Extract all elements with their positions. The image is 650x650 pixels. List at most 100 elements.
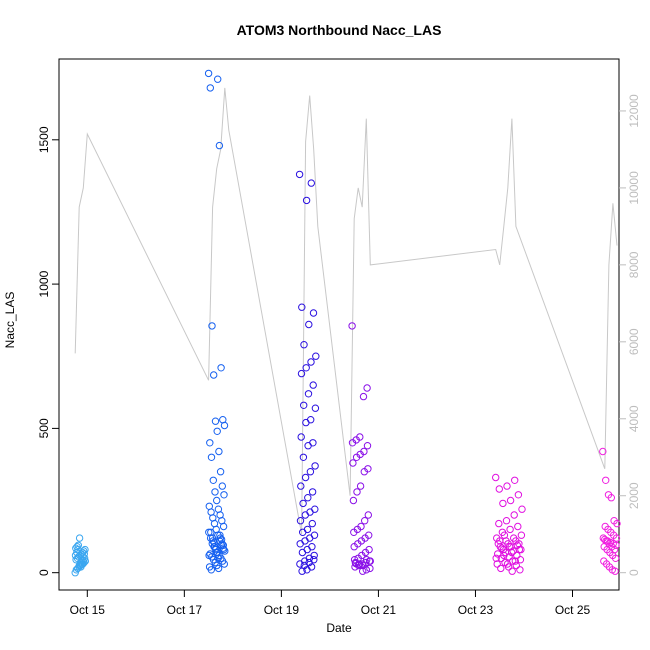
data-point (305, 320, 313, 329)
data-point (307, 416, 315, 424)
data-point (306, 468, 315, 476)
data-point (348, 322, 356, 330)
data-point (517, 531, 526, 539)
data-point (213, 496, 221, 505)
points-layer (71, 69, 621, 577)
data-point (214, 564, 223, 573)
data-point (511, 476, 519, 484)
data-point (613, 519, 621, 528)
data-point (311, 505, 319, 513)
data-point (215, 447, 223, 456)
data-point (508, 567, 516, 575)
data-point (363, 384, 371, 392)
data-point (304, 442, 312, 450)
data-point (506, 496, 515, 505)
data-point (360, 468, 368, 476)
y-right-tick-label: 2000 (627, 482, 641, 509)
data-point (311, 404, 320, 412)
data-point (206, 84, 215, 92)
y-axis-left: 0 500 1000 1500 (37, 126, 59, 576)
data-point (219, 541, 228, 549)
data-point (516, 556, 525, 564)
data-point (208, 322, 216, 330)
data-point (211, 417, 220, 425)
data-point (512, 561, 520, 570)
y-tick-label: 1500 (37, 126, 51, 153)
data-point (492, 554, 500, 562)
data-point (493, 560, 501, 568)
data-point (492, 473, 500, 482)
data-point (296, 540, 304, 548)
data-point (361, 517, 369, 525)
data-point (297, 482, 305, 490)
data-point (366, 564, 374, 573)
data-point (299, 499, 307, 508)
data-point (352, 453, 361, 461)
data-point (602, 476, 610, 484)
data-point (301, 511, 309, 519)
data-point (220, 560, 229, 568)
data-point (301, 537, 309, 545)
y-axis-label: Nacc_LAS (3, 292, 17, 349)
chart-title: ATOM3 Northbound Nacc_LAS (237, 22, 442, 38)
data-point (348, 439, 357, 447)
data-point (500, 551, 508, 560)
data-point (352, 559, 360, 568)
x-axis-label: Date (326, 621, 352, 635)
data-point (611, 554, 620, 562)
data-point (599, 447, 607, 456)
data-point (507, 543, 515, 551)
data-point (73, 543, 81, 551)
data-point (498, 544, 506, 552)
data-point (499, 545, 508, 554)
data-point (612, 534, 621, 542)
data-point (302, 418, 310, 427)
data-point (205, 551, 213, 560)
y-axis-right: 0 2000 4000 6000 8000 10000 12000 (619, 94, 641, 576)
data-point (497, 564, 505, 573)
data-point (349, 459, 357, 467)
data-point (298, 548, 307, 557)
data-point (211, 488, 219, 496)
data-point (496, 537, 504, 545)
data-point (297, 433, 305, 441)
data-point (80, 550, 89, 558)
y-tick-label: 1000 (37, 270, 51, 297)
data-point (366, 557, 374, 565)
y-right-tick-label: 12000 (627, 94, 641, 128)
data-point (359, 561, 367, 570)
data-point (349, 496, 358, 505)
data-point (499, 499, 507, 508)
x-tick-label: Oct 17 (167, 603, 203, 617)
y-right-tick-label: 6000 (627, 328, 641, 355)
data-point (296, 517, 305, 525)
data-point (299, 528, 307, 536)
data-point (503, 482, 511, 490)
x-tick-label: Oct 25 (555, 603, 591, 617)
data-point (304, 494, 312, 502)
data-point (74, 545, 82, 554)
y-right-tick-label: 10000 (627, 171, 641, 205)
data-point (350, 543, 358, 551)
x-tick-label: Oct 19 (264, 603, 300, 617)
data-point (218, 482, 227, 490)
data-point (207, 566, 216, 574)
plot-border (58, 58, 620, 591)
data-point (298, 303, 306, 311)
data-point (364, 511, 372, 519)
data-point (207, 453, 216, 461)
data-point (210, 371, 218, 379)
data-point (514, 522, 522, 531)
data-point (309, 381, 317, 389)
data-point (219, 522, 228, 531)
data-point (494, 550, 502, 558)
data-point (208, 534, 217, 542)
data-point (500, 531, 509, 539)
data-point (363, 556, 371, 564)
data-point (510, 511, 518, 519)
data-point (495, 519, 503, 528)
data-point (300, 561, 308, 570)
x-tick-label: Oct 15 (70, 603, 106, 617)
data-point (214, 75, 222, 83)
data-point (359, 567, 367, 575)
